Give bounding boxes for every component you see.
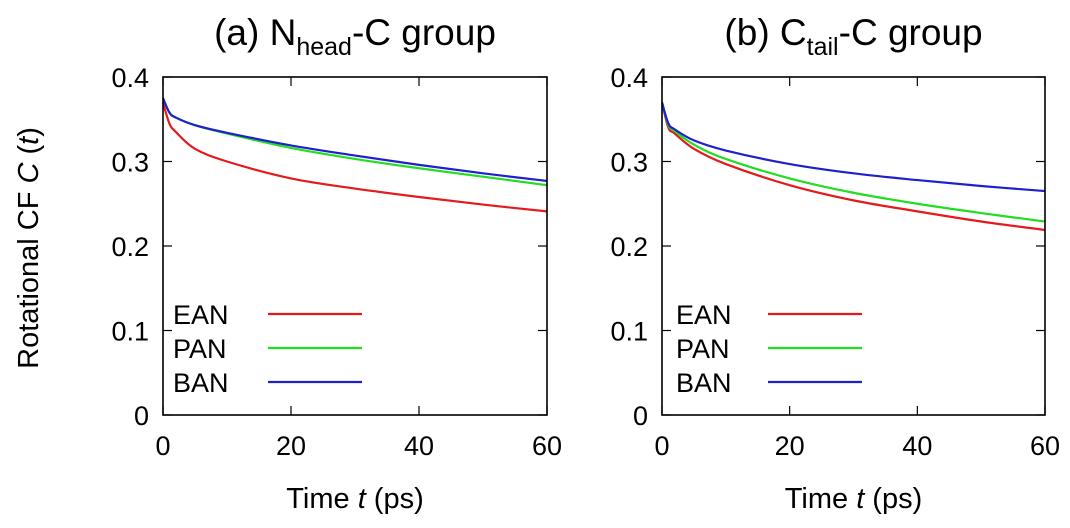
x-tick-label: 20 [775, 431, 805, 461]
legend-label: BAN [676, 368, 732, 398]
y-tick-label: 0.1 [111, 317, 149, 347]
x-tick-label: 60 [1030, 431, 1060, 461]
panel-b: (b) Ctail-C group 0 0.1 0.2 0.3 0.4 0 20 40 60 Tim… [610, 12, 1060, 515]
y-axis-label: Rotational CF C (t) [13, 127, 45, 369]
x-axis-label: Time t (ps) [286, 483, 424, 515]
x-tick-label: 40 [404, 431, 434, 461]
x-tick-label: 60 [532, 431, 562, 461]
x-tick-label: 20 [276, 431, 306, 461]
legend-label: EAN [676, 300, 732, 330]
series-line-ban [161, 97, 548, 183]
y-tick-label: 0.4 [610, 63, 648, 93]
series-line-ban [660, 102, 1046, 193]
x-axis-label: Time t (ps) [785, 483, 923, 515]
plot-frame [661, 76, 1046, 416]
legend-label: PAN [173, 334, 227, 364]
series-line-pan [660, 102, 1046, 223]
y-tick-label: 0 [633, 401, 648, 431]
legend-label: BAN [173, 368, 229, 398]
panel-a: (a) Nhead-C group 0 0.1 0.2 0.3 0.4 0 20 40 60 Tim… [111, 12, 562, 515]
y-tick-label: 0.4 [111, 63, 149, 93]
panel-title: (a) Nhead-C group [214, 12, 496, 61]
y-tick-label: 0.2 [610, 232, 648, 262]
legend-label: PAN [676, 334, 730, 364]
y-tick-label: 0.3 [111, 148, 149, 178]
x-tick-label: 0 [155, 431, 170, 461]
panel-title: (b) Ctail-C group [724, 12, 982, 61]
legend-label: EAN [173, 300, 229, 330]
y-tick-label: 0.1 [610, 317, 648, 347]
y-tick-label: 0 [134, 401, 149, 431]
x-tick-label: 0 [654, 431, 669, 461]
y-tick-label: 0.3 [610, 148, 648, 178]
series-line-pan [161, 97, 548, 187]
plot-frame [162, 76, 548, 416]
y-tick-label: 0.2 [111, 232, 149, 262]
series-line-ean [660, 102, 1046, 232]
x-tick-label: 40 [902, 431, 932, 461]
series-line-ean [161, 102, 548, 213]
